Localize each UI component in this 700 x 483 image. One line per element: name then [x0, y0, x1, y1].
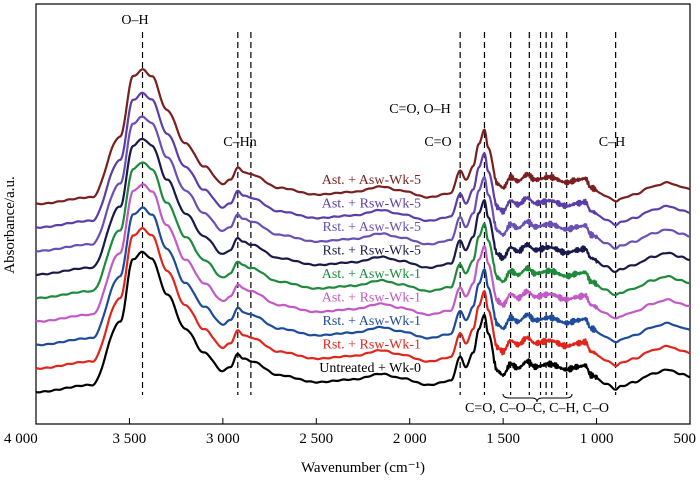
fingerprint-brace	[502, 393, 573, 403]
x-tick-label: 4 000	[4, 431, 38, 447]
series-label: Ast. + Asw-Wk-5	[322, 173, 421, 188]
series-line	[35, 206, 691, 347]
series-line	[35, 250, 691, 394]
peak-annotations: O–H C–Hn C=O, O–H C=O C–H C=O, C–O–C, C–H, C–…	[121, 13, 625, 416]
peak-annotation: C=O, O–H	[389, 102, 451, 117]
series-line	[35, 161, 691, 300]
x-axis-ticks: 4 000 3 500 3 000 2 500 2 000 1 500 1 000 500	[4, 418, 696, 447]
series-curves	[35, 68, 691, 394]
series-label: Ast. + Rsw-Wk-1	[322, 291, 421, 306]
series-label: Untreated + Wk-0	[319, 361, 421, 376]
series-line	[35, 115, 691, 253]
series-label: Rst. + Asw-Wk-1	[322, 314, 421, 329]
x-tick-label: 3 000	[206, 431, 240, 447]
peak-annotation: O–H	[121, 13, 148, 28]
peak-annotation: C–H	[599, 135, 625, 150]
x-tick-label: 2 500	[299, 431, 333, 447]
series-label: Rst. + Asw-Wk-5	[322, 220, 421, 235]
x-tick-label: 500	[674, 431, 697, 447]
series-label: Ast. + Asw-Wk-1	[322, 267, 421, 282]
x-tick-label: 1 000	[580, 431, 614, 447]
series-labels: Untreated + Wk-0 Rst. + Rsw-Wk-1 Rst. + As…	[319, 173, 421, 376]
plot-frame	[35, 3, 691, 425]
series-label: Rst. + Rsw-Wk-1	[322, 338, 421, 353]
y-axis-label: Absorbance/a.u.	[2, 176, 18, 273]
series-line	[35, 137, 691, 276]
series-line	[35, 68, 691, 206]
peak-annotation: C=O, C–O–C, C–H, C–O	[465, 401, 609, 416]
x-tick-label: 3 500	[113, 431, 147, 447]
series-label: Ast. + Rsw-Wk-5	[322, 197, 421, 212]
x-axis-label: Wavenumber (cm⁻¹)	[301, 460, 425, 476]
series-line	[35, 91, 691, 229]
series-line	[35, 227, 691, 370]
series-line	[35, 183, 691, 323]
peak-annotation: C–Hn	[223, 135, 256, 150]
peak-annotation: C=O	[424, 135, 451, 150]
series-label: Rst. + Rsw-Wk-5	[322, 244, 421, 259]
x-tick-label: 2 000	[393, 431, 427, 447]
x-tick-label: 1 500	[486, 431, 520, 447]
